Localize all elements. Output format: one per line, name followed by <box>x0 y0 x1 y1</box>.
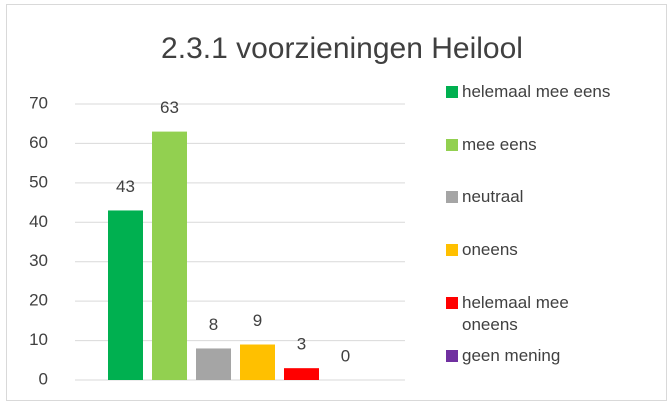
legend-item: mee eens <box>446 134 537 156</box>
y-tick-label: 60 <box>29 133 48 152</box>
bar <box>108 210 143 380</box>
y-tick-label: 20 <box>29 291 48 310</box>
legend-swatch <box>446 191 458 203</box>
data-label: 63 <box>160 98 179 117</box>
legend-label: mee eens <box>462 135 537 154</box>
legend-label: helemaal mee oneens <box>462 293 569 334</box>
y-tick-label: 0 <box>39 369 48 388</box>
legend-swatch <box>446 350 458 362</box>
y-tick-label: 50 <box>29 172 48 191</box>
legend-swatch <box>446 139 458 151</box>
data-label: 9 <box>253 311 262 330</box>
y-tick-label: 40 <box>29 212 48 231</box>
legend-item: helemaal mee eens <box>446 81 610 103</box>
data-label: 8 <box>209 315 218 334</box>
data-label: 3 <box>297 335 306 354</box>
legend-item: neutraal <box>446 186 523 208</box>
y-tick-label: 30 <box>29 251 48 270</box>
legend-item: oneens <box>446 239 518 261</box>
bar <box>196 348 231 380</box>
legend-swatch <box>446 86 458 98</box>
bar <box>284 368 319 380</box>
bar <box>240 344 275 380</box>
chart-title: 2.3.1 voorzieningen Heilool <box>161 32 523 65</box>
legend-swatch <box>446 244 458 256</box>
legend-item: helemaal mee oneens <box>446 292 612 336</box>
legend-label: neutraal <box>462 187 524 206</box>
legend-label: oneens <box>462 240 518 259</box>
bar <box>152 131 187 380</box>
legend-swatch <box>446 297 458 309</box>
legend-label: helemaal mee eens <box>462 82 611 101</box>
legend-label: geen mening <box>462 346 561 365</box>
y-tick-label: 70 <box>29 93 48 112</box>
data-label: 0 <box>341 346 350 365</box>
data-label: 43 <box>116 177 135 196</box>
y-tick-label: 10 <box>29 330 48 349</box>
legend-item: geen mening <box>446 345 560 367</box>
